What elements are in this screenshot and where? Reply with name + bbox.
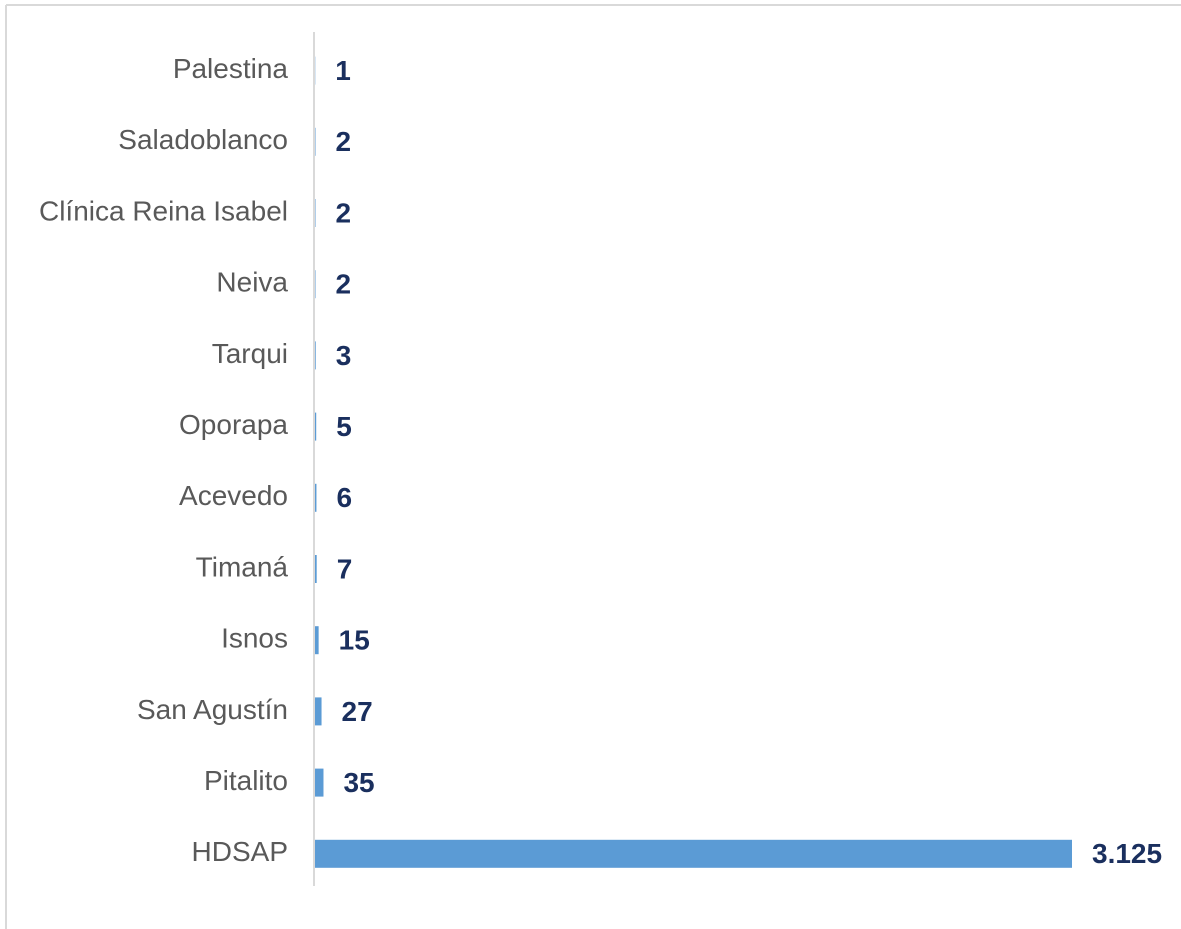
bar	[315, 839, 1072, 868]
value-label: 5	[336, 411, 352, 442]
bar	[315, 412, 317, 441]
category-label: Acevedo	[179, 480, 288, 511]
bar	[315, 697, 322, 726]
category-label: Palestina	[173, 53, 289, 84]
category-label: San Agustín	[137, 694, 288, 725]
category-label: Saladoblanco	[118, 124, 288, 155]
value-label: 1	[335, 55, 351, 86]
bar	[315, 555, 317, 583]
category-label: Clínica Reina Isabel	[39, 195, 288, 226]
value-label: 2	[335, 197, 351, 228]
category-label: HDSAP	[192, 836, 288, 867]
bar	[315, 483, 317, 512]
value-label: 15	[339, 625, 370, 656]
category-label: Neiva	[216, 267, 288, 298]
value-label: 2	[335, 126, 351, 157]
value-label: 3	[336, 340, 352, 371]
value-label: 35	[343, 767, 374, 798]
category-label: Tarqui	[212, 338, 288, 369]
category-label: Isnos	[221, 623, 288, 654]
value-label: 7	[337, 553, 353, 584]
bar	[315, 768, 324, 797]
value-label: 6	[336, 482, 352, 513]
bar	[315, 626, 319, 655]
category-label: Timaná	[196, 551, 289, 582]
bar	[315, 341, 316, 370]
value-label: 27	[342, 696, 373, 727]
category-label: Oporapa	[179, 409, 288, 440]
category-label: Pitalito	[204, 765, 288, 796]
value-label: 3.125	[1092, 838, 1162, 869]
value-label: 2	[335, 269, 351, 300]
